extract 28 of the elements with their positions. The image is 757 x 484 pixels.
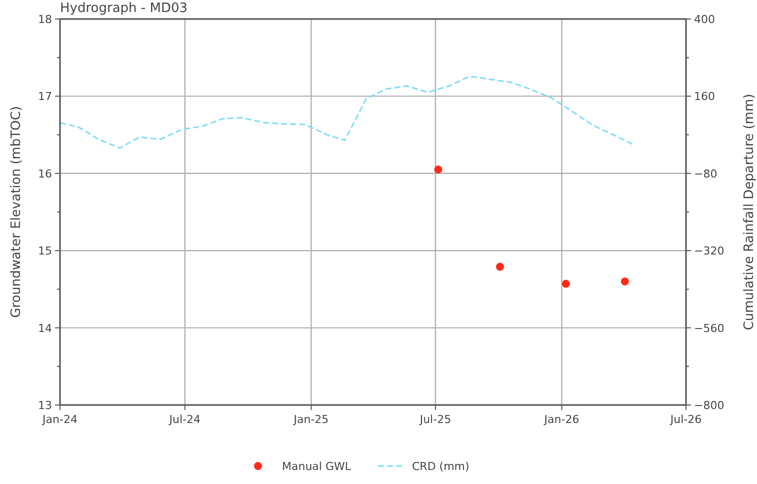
x-tick-label: Jul-24 — [168, 413, 201, 426]
x-tick-label: Jan-24 — [42, 413, 78, 426]
y-tick-label: 17 — [38, 90, 52, 104]
y2-tick-label: 400 — [694, 13, 715, 26]
point — [496, 262, 504, 271]
point — [620, 277, 629, 286]
point — [562, 280, 570, 288]
x-tick-label: Jul-25 — [418, 413, 452, 426]
y-tick-label: 18 — [38, 13, 52, 26]
legend-label: CRD (mm) — [412, 460, 470, 473]
y-tick-label: 15 — [38, 244, 52, 258]
chart-title: Hydrograph - MD03 — [60, 1, 188, 16]
y2-tick-label: 160 — [694, 90, 715, 104]
y-tick-label: 14 — [38, 322, 52, 335]
y2-axis-title: Cumulative Rainfall Departure (mm) — [742, 94, 757, 330]
x-tick-label: Jul-26 — [669, 413, 702, 426]
y2-tick-label: −80 — [694, 167, 718, 180]
point — [434, 166, 442, 174]
y-tick-label: 16 — [38, 167, 52, 180]
line-series — [59, 76, 634, 149]
y-axis-title: Groundwater Elevation (mbTOC) — [9, 106, 24, 318]
y2-tick-label: −560 — [694, 322, 724, 335]
y2-tick-label: −320 — [694, 244, 724, 258]
x-tick-label: Jan-25 — [292, 413, 329, 426]
y-tick-label: 13 — [38, 399, 52, 412]
legend-label: Manual GWL — [282, 460, 352, 473]
y2-tick-label: −800 — [694, 399, 724, 412]
x-tick-label: Jan-26 — [543, 413, 580, 426]
